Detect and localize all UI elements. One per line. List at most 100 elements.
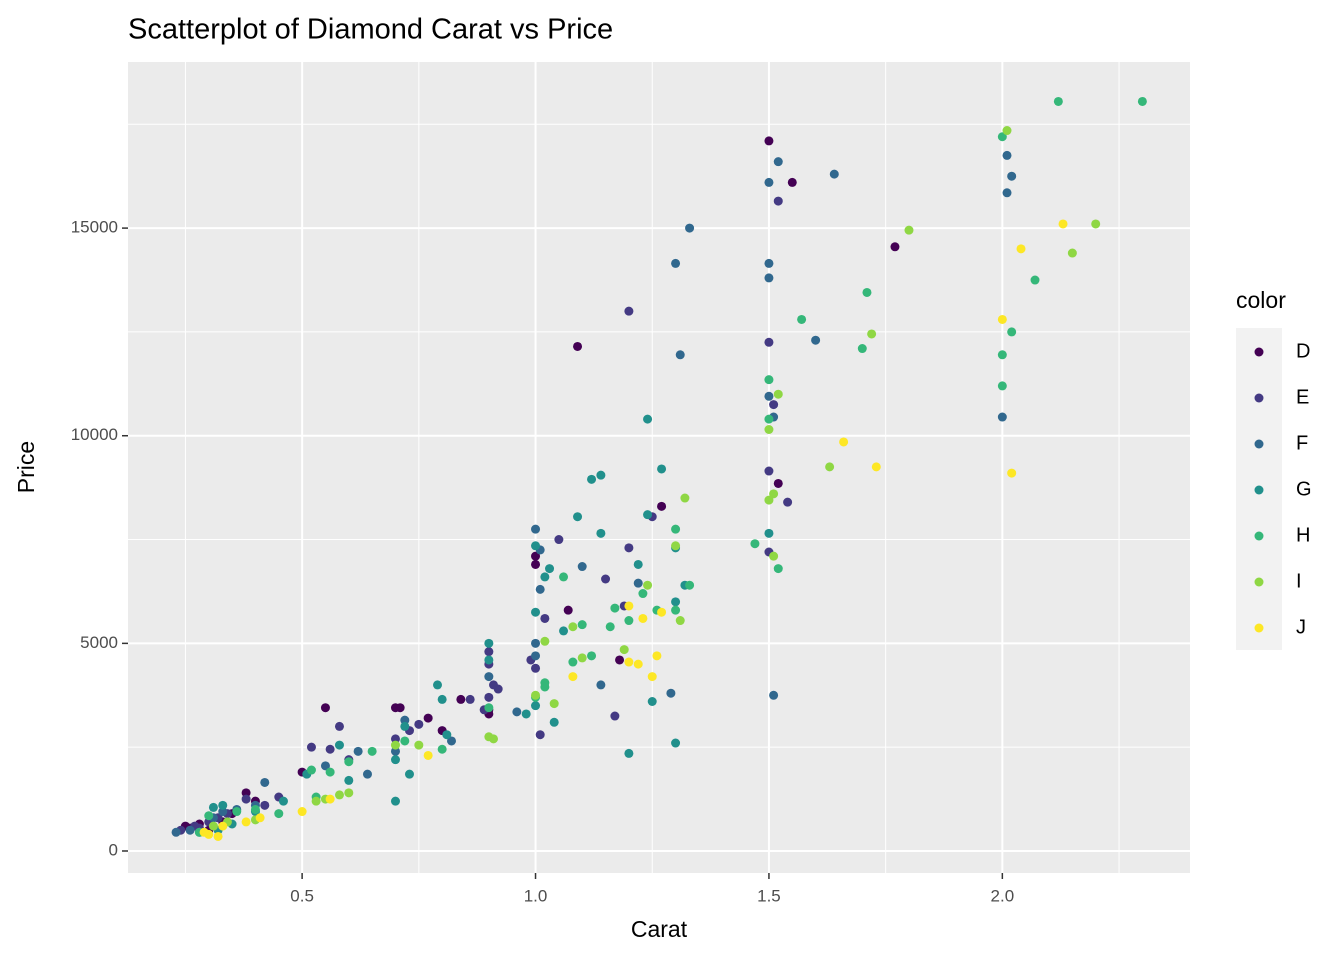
point [535, 584, 545, 594]
point [633, 578, 643, 588]
y-tick-label: 15000 [71, 218, 118, 237]
point [773, 564, 783, 574]
point [610, 603, 620, 613]
point [344, 757, 354, 767]
x-tick-label: 1.5 [757, 886, 781, 905]
point [615, 655, 625, 665]
point [278, 796, 288, 806]
legend-key [1254, 531, 1264, 541]
point [204, 811, 214, 821]
point [306, 765, 316, 775]
point [311, 796, 321, 806]
point [531, 524, 541, 534]
point [997, 412, 1007, 422]
point [811, 335, 821, 345]
point [643, 414, 653, 424]
point [904, 225, 914, 235]
point [390, 796, 400, 806]
legend-title: color [1236, 287, 1286, 313]
legend-key [1254, 485, 1264, 495]
point [839, 437, 849, 447]
point [573, 512, 583, 522]
point [218, 800, 228, 810]
legend-key [1254, 439, 1264, 449]
point [554, 535, 564, 545]
point [545, 564, 555, 574]
point [643, 510, 653, 520]
point [587, 474, 597, 484]
point [531, 638, 541, 648]
point [390, 740, 400, 750]
point [362, 769, 372, 779]
y-tick-label: 5000 [80, 633, 118, 652]
point [568, 672, 578, 682]
y-tick-label: 0 [109, 840, 118, 859]
point [1137, 96, 1147, 106]
point [764, 258, 774, 268]
point [1058, 219, 1068, 229]
point [610, 711, 620, 721]
point [1007, 171, 1017, 181]
point [334, 790, 344, 800]
point [306, 742, 316, 752]
point [764, 375, 774, 385]
point [320, 761, 330, 771]
point [218, 807, 228, 817]
point [764, 414, 774, 424]
point [456, 694, 466, 704]
point [769, 690, 779, 700]
point [573, 341, 583, 351]
point [671, 258, 681, 268]
point [531, 651, 541, 661]
point [624, 616, 634, 626]
point [764, 391, 774, 401]
point [773, 196, 783, 206]
legend-key [1254, 623, 1264, 633]
point [531, 541, 541, 551]
point [577, 562, 587, 572]
legend-label: E [1296, 386, 1309, 408]
point [208, 802, 218, 812]
point [414, 719, 424, 729]
point [680, 493, 690, 503]
point [334, 740, 344, 750]
point [241, 788, 251, 798]
point [171, 827, 181, 837]
point [1002, 150, 1012, 160]
point [255, 813, 265, 823]
legend-label: J [1296, 616, 1306, 638]
point [531, 690, 541, 700]
point [685, 580, 695, 590]
point [671, 597, 681, 607]
point [531, 663, 541, 673]
point [218, 821, 228, 831]
point [1091, 219, 1101, 229]
point [353, 746, 363, 756]
point [675, 350, 685, 360]
point [250, 804, 260, 814]
point [657, 501, 667, 511]
point [185, 825, 195, 835]
point [1007, 468, 1017, 478]
point [825, 462, 835, 472]
point [997, 350, 1007, 360]
point [400, 715, 410, 725]
point [484, 638, 494, 648]
point [764, 136, 774, 146]
y-tick-label: 10000 [71, 425, 118, 444]
point [647, 696, 657, 706]
point [671, 605, 681, 615]
point [773, 389, 783, 399]
point [1053, 96, 1063, 106]
point [540, 636, 550, 646]
point [325, 767, 335, 777]
legend-key [1254, 577, 1264, 587]
legend-label: D [1296, 340, 1310, 362]
point [666, 688, 676, 698]
point [208, 821, 218, 831]
point [997, 132, 1007, 142]
point [414, 740, 424, 750]
point [489, 734, 499, 744]
point [390, 746, 400, 756]
point [783, 497, 793, 507]
